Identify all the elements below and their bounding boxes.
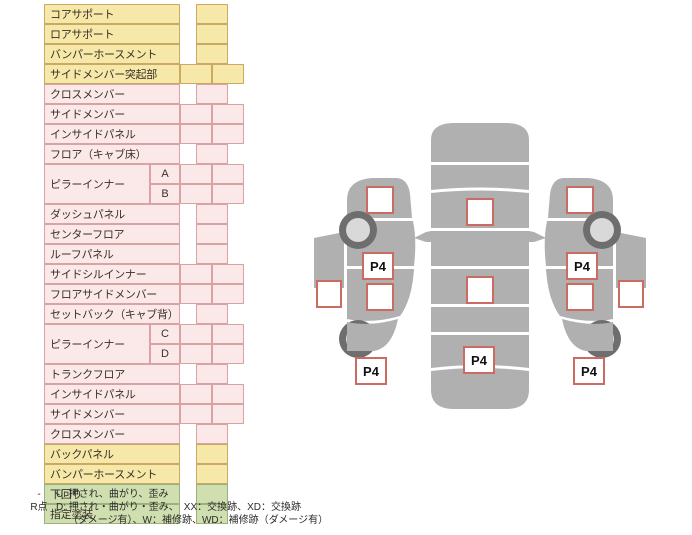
roof-marker	[466, 276, 494, 304]
table-row-label: セットバック（キャブ背）	[50, 309, 179, 321]
table-row: ピラーインナー	[44, 324, 150, 364]
table-row: サイドメンバー	[44, 404, 180, 424]
rear-left-quarter-marker: P4	[355, 357, 387, 385]
table-row: トランクフロア	[44, 364, 180, 384]
table-row-label: インサイドパネル	[50, 129, 136, 141]
table-row-label: フロアサイドメンバー	[50, 289, 157, 301]
right-side-view	[544, 178, 646, 358]
legend-continuation: （ダメージ有）、W：補修跡、WD：補修跡（ダメージ有）	[68, 515, 329, 526]
table-row-label: ピラーインナー	[50, 339, 125, 351]
table-row: バンパーホースメント	[44, 464, 180, 484]
rear-left-lower-marker	[366, 283, 394, 311]
table-row-label: ピラーインナー	[50, 179, 125, 191]
table-row-label: クロスメンバー	[50, 429, 125, 441]
table-row: 指定塗装	[44, 504, 180, 524]
table-row: サイドメンバー	[44, 104, 180, 124]
table-row-label: ルーフパネル	[50, 249, 114, 261]
table-row-label: バンパーホースメント	[50, 469, 157, 481]
table-row-label: トランクフロア	[50, 369, 125, 381]
table-row-label: サイドシルインナー	[50, 269, 147, 281]
table-row-label: サイドメンバー突起部	[50, 69, 157, 81]
table-row-label: サイドメンバー	[50, 109, 125, 121]
table-row: インサイドパネル	[44, 124, 180, 144]
table-row-label: センターフロア	[50, 229, 125, 241]
table-row-label: バンパーホースメント	[50, 49, 157, 61]
legend-text: D: 押され・曲がり・歪み、 XX：交換跡、XD：交換跡	[56, 502, 302, 513]
table-row-label: 指定塗装	[50, 509, 93, 521]
table-row-label: 下回り	[50, 489, 83, 501]
table-row: 下回り	[44, 484, 180, 504]
table-row: セットバック（キャブ背）	[44, 304, 180, 324]
table-row-label: クロスメンバー	[50, 89, 125, 101]
front-left-door-marker: P4	[362, 252, 394, 280]
front-right-fender-marker	[566, 186, 594, 214]
damage-table: コアサポート ロアサポート バンパーホースメント サイドメンバー突起部 クロスメンバーサ…	[44, 4, 244, 524]
table-row: インサイドパネル	[44, 384, 180, 404]
table-row-label: ダッシュパネル	[50, 209, 125, 221]
table-row: コアサポート	[44, 4, 180, 24]
rear-right-lower-marker	[566, 283, 594, 311]
legend-key: -	[37, 489, 41, 500]
table-row: ロアサポート	[44, 24, 180, 44]
table-row: バンパーホースメント	[44, 44, 180, 64]
table-row: ルーフパネル	[44, 244, 180, 264]
table-row-label: フロア（キャブ床）	[50, 149, 147, 161]
front-right-door-marker: P4	[566, 252, 598, 280]
right-outer-panel-marker	[618, 280, 644, 308]
legend-row: R点 D: 押され・曲がり・歪み、 XX：交換跡、XD：交換跡	[22, 501, 422, 514]
hood-marker	[466, 198, 494, 226]
table-row: ピラーインナー	[44, 164, 150, 204]
table-subcell: A	[150, 164, 180, 184]
table-row: フロア（キャブ床）	[44, 144, 180, 164]
table-row: バックパネル	[44, 444, 180, 464]
vehicle-diagram: P4 P4 P4 P4 P4	[300, 120, 692, 420]
legend-key: R点	[30, 502, 48, 513]
table-row: サイドメンバー突起部	[44, 64, 180, 84]
table-row-label: サイドメンバー	[50, 409, 125, 421]
front-left-fender-marker	[366, 186, 394, 214]
table-row-label: バックパネル	[50, 449, 114, 461]
table-row-label: コアサポート	[50, 9, 115, 21]
table-subcell: C	[150, 324, 180, 344]
table-row: クロスメンバー	[44, 84, 180, 104]
table-row: サイドシルインナー	[44, 264, 180, 284]
trunk-marker: P4	[463, 346, 495, 374]
table-subcell: B	[150, 184, 180, 204]
legend-text: U: 押され、曲がり、歪み	[56, 489, 169, 500]
legend: - U: 押され、曲がり、歪み R点 D: 押され・曲がり・歪み、 XX：交換跡…	[22, 488, 422, 527]
table-row-label: インサイドパネル	[50, 389, 136, 401]
rear-right-quarter-marker: P4	[573, 357, 605, 385]
table-row: フロアサイドメンバー	[44, 284, 180, 304]
left-outer-panel-marker	[316, 280, 342, 308]
table-row: ダッシュパネル	[44, 204, 180, 224]
legend-row: - U: 押され、曲がり、歪み	[22, 488, 422, 501]
table-subcell: D	[150, 344, 180, 364]
table-row: クロスメンバー	[44, 424, 180, 444]
table-row: センターフロア	[44, 224, 180, 244]
table-row-label: ロアサポート	[50, 29, 115, 41]
